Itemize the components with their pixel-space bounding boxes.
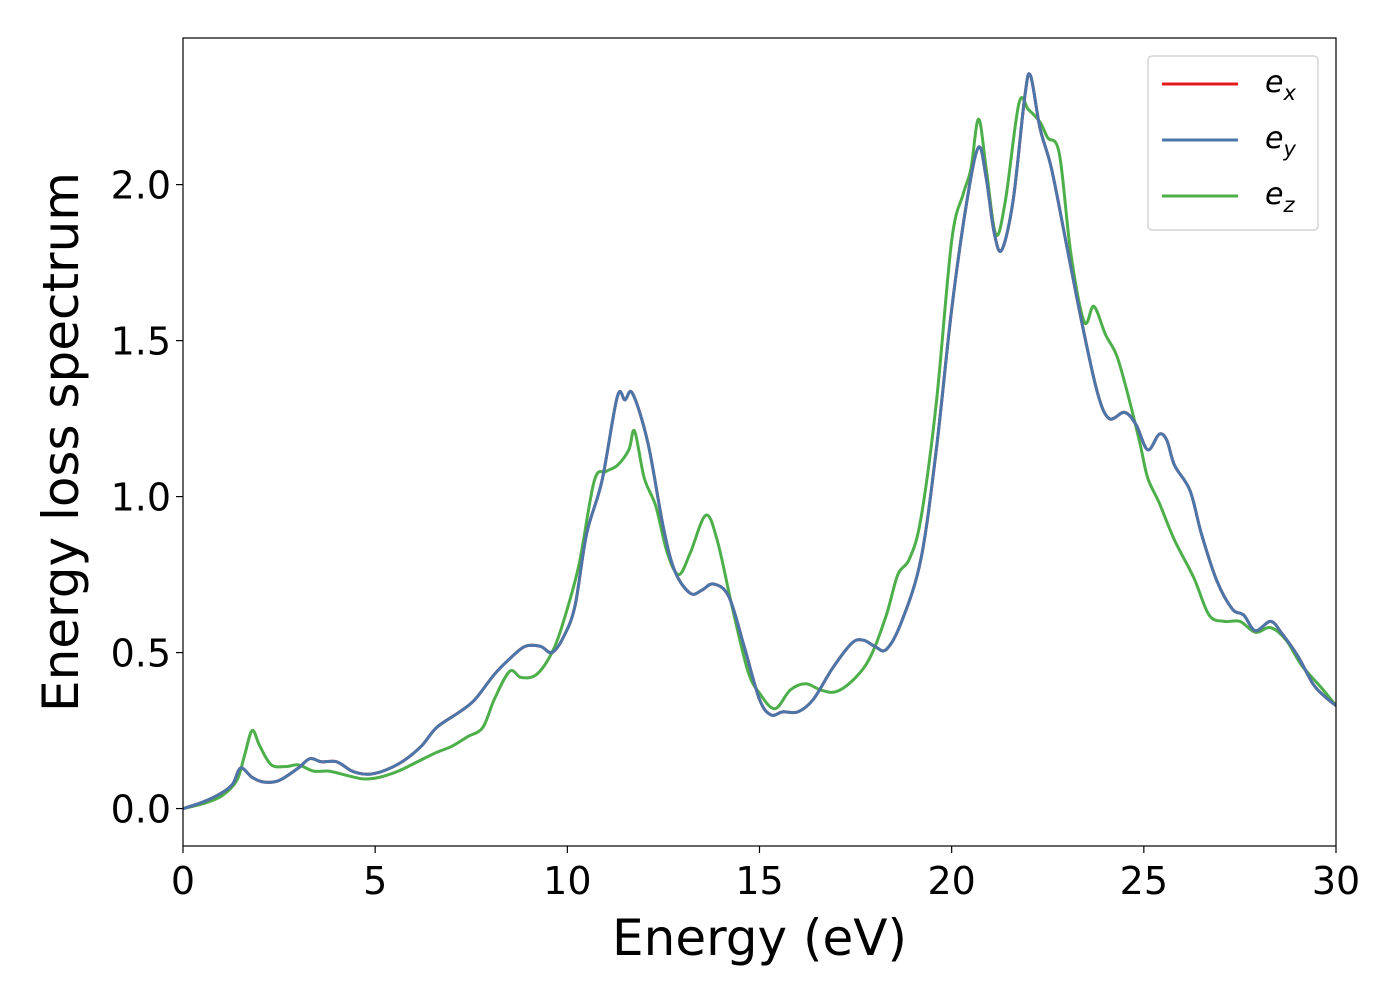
y-tick-label: 0.5 [111,632,171,676]
x-axis-ticks: 0 5 10 15 20 25 30 [171,846,1360,903]
y-tick-label: 2.0 [111,164,171,208]
y-tick-label: 0.0 [111,788,171,832]
x-tick-label: 15 [735,859,783,903]
x-tick-label: 30 [1312,859,1360,903]
x-axis-label: Energy (eV) [612,909,907,967]
y-axis-ticks: 0.0 0.5 1.0 1.5 2.0 [111,164,183,832]
legend-box [1147,55,1319,231]
x-tick-label: 0 [171,859,195,903]
x-tick-label: 10 [543,859,591,903]
x-tick-label: 25 [1120,859,1168,903]
y-tick-label: 1.0 [111,476,171,520]
series-line-ey [183,72,1336,810]
y-tick-label: 1.5 [111,320,171,364]
legend-label-ey: ey [1265,121,1296,161]
legend-label-ex: ex [1265,65,1296,105]
y-axis-label: Energy loss spectrum [32,172,90,712]
x-tick-label: 20 [927,859,975,903]
series-layer [183,72,1336,811]
x-tick-label: 5 [363,859,387,903]
series-line-ez [183,96,1336,811]
